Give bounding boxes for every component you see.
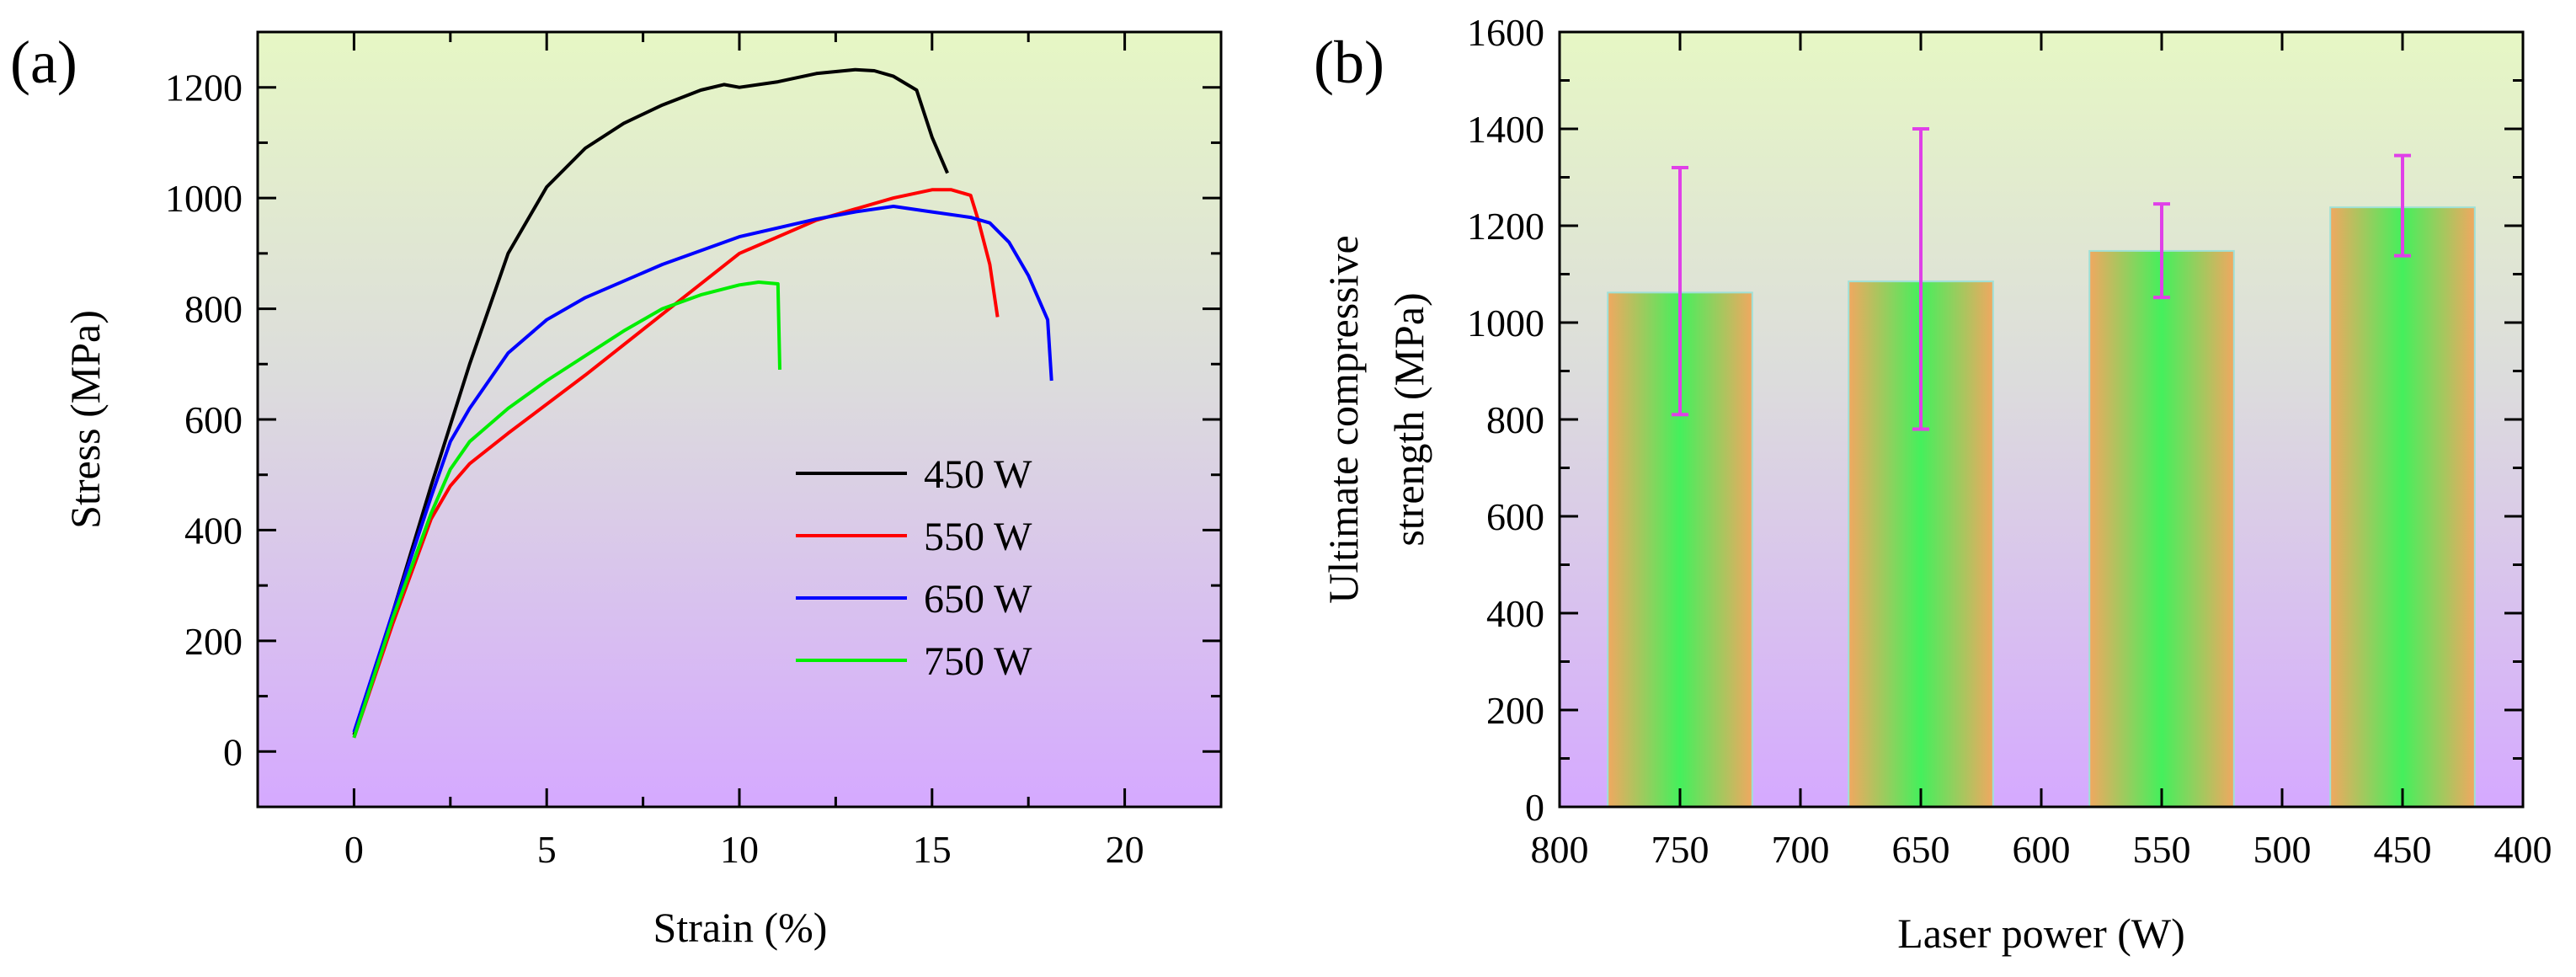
panel-a-label: (a) <box>10 29 77 96</box>
panel-b-x-tick-label: 650 <box>1892 828 1950 871</box>
panel-a-y-tick-label: 1200 <box>165 67 243 109</box>
series-line-550w <box>352 188 1000 739</box>
panel-b-ticks: 800 750 700 650 600 550 500 450 400 0 200 400 600 800… <box>1467 11 2552 871</box>
panel-b-y-tick-label: 1400 <box>1467 108 1544 151</box>
panel-b-y-axis-title-line2: strength (MPa) <box>1385 292 1432 546</box>
panel-a-y-tick-label: 200 <box>184 620 243 663</box>
panel-b-x-tick-label: 550 <box>2133 828 2191 871</box>
bar-450w <box>2329 206 2476 808</box>
bar-550w <box>2088 249 2235 808</box>
series-line-750w <box>352 280 781 739</box>
panel-a-y-axis-title: Stress (MPa) <box>61 310 109 529</box>
panel-a-x-tick-label: 20 <box>1106 828 1144 871</box>
panel-b-y-tick-label: 400 <box>1486 592 1544 635</box>
panel-b-y-tick-label: 600 <box>1486 495 1544 538</box>
panel-a-y-tick-label: 600 <box>184 398 243 441</box>
panel-b-x-tick-label: 800 <box>1531 828 1589 871</box>
legend-label: 550 W <box>924 515 1032 559</box>
panel-b-x-axis-title: Laser power (W) <box>1897 910 2184 957</box>
panel-b: 800 750 700 650 600 550 500 450 400 0 200 400 600 800… <box>1314 11 2552 957</box>
panel-b-x-tick-label: 400 <box>2494 828 2552 871</box>
panel-a-frame <box>256 30 1223 809</box>
panel-b-y-tick-label: 800 <box>1486 398 1544 441</box>
panel-a-y-tick-label: 1000 <box>165 177 243 220</box>
panel-b-label: (b) <box>1314 29 1384 96</box>
panel-a-y-tick-label: 0 <box>223 730 243 773</box>
panel-b-y-tick-label: 1000 <box>1467 302 1544 344</box>
panel-b-x-tick-label: 700 <box>1772 828 1830 871</box>
panel-a-x-tick-label: 15 <box>913 828 952 871</box>
panel-a-legend: 450 W 550 W 650 W 750 W <box>796 452 1032 684</box>
panel-a-lines <box>352 67 1053 739</box>
panel-a-x-axis-title: Strain (%) <box>653 904 828 951</box>
panel-b-x-tick-label: 750 <box>1651 828 1709 871</box>
panel-b-y-tick-label: 200 <box>1486 689 1544 732</box>
panel-b-y-tick-label: 1600 <box>1467 11 1544 54</box>
panel-a-x-tick-label: 0 <box>344 828 364 871</box>
series-line-450w <box>352 67 949 736</box>
legend-label: 650 W <box>924 577 1032 622</box>
panel-b-x-tick-label: 450 <box>2374 828 2432 871</box>
panel-b-x-tick-label: 600 <box>2013 828 2071 871</box>
panel-b-y-tick-label: 0 <box>1525 786 1544 829</box>
panel-a-x-tick-label: 10 <box>720 828 759 871</box>
panel-b-y-tick-label: 1200 <box>1467 205 1544 248</box>
legend-label: 750 W <box>924 639 1032 684</box>
panel-a-y-tick-label: 800 <box>184 288 243 331</box>
panel-a-x-tick-label: 5 <box>537 828 557 871</box>
legend-label: 450 W <box>924 452 1032 497</box>
panel-a-y-tick-label: 400 <box>184 509 243 552</box>
panel-b-y-axis-title-line1: Ultimate compressive <box>1320 235 1367 603</box>
panel-b-frame <box>1558 30 2525 809</box>
panel-b-x-tick-label: 500 <box>2253 828 2312 871</box>
series-line-650w <box>352 205 1053 733</box>
panel-a-plot-background <box>258 32 1221 807</box>
